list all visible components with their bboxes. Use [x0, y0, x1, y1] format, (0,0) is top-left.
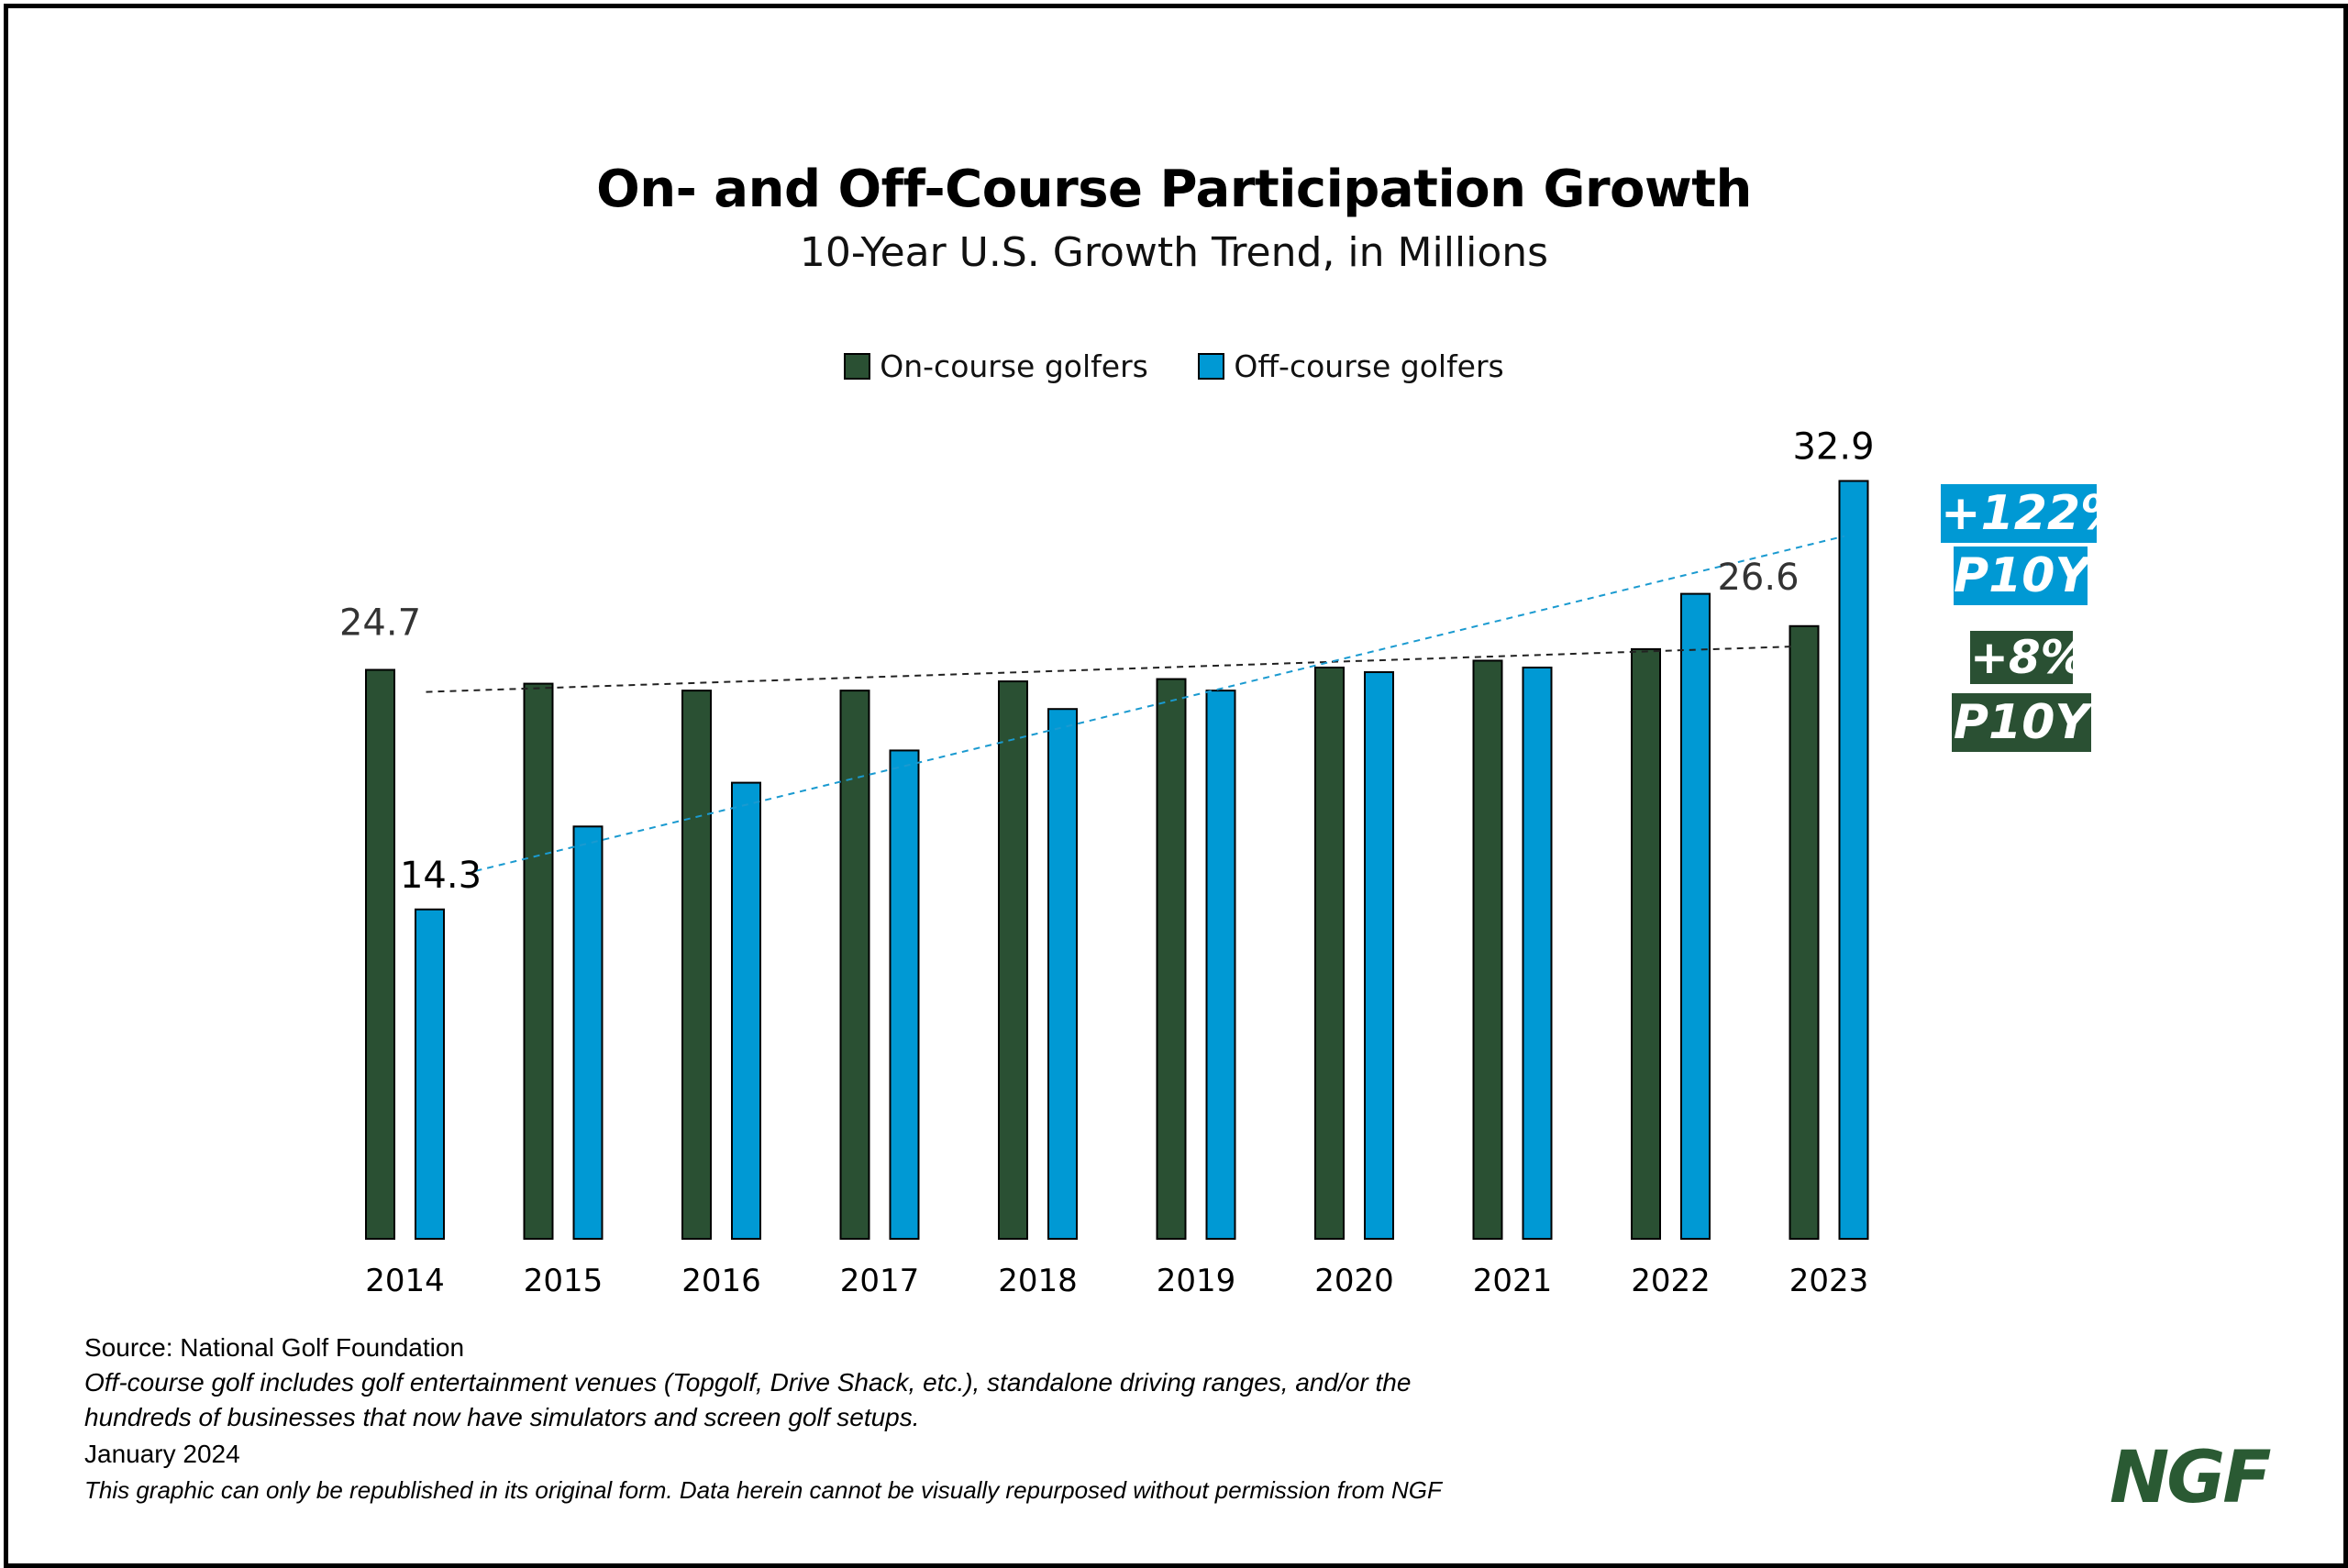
bar-off-course-2015 — [572, 825, 604, 1241]
data-label-off-course-2023: 32.9 — [1792, 426, 1874, 469]
bar-on-course-2021 — [1472, 659, 1503, 1240]
legend-item-on-course: On-course golfers — [844, 348, 1148, 384]
bar-on-course-2022 — [1631, 647, 1661, 1240]
bar-off-course-2019 — [1205, 690, 1236, 1240]
bar-on-course-2019 — [1156, 678, 1187, 1240]
legend-label-off-course: Off-course golfers — [1234, 348, 1504, 384]
data-label-off-course-2014: 14.3 — [400, 855, 482, 897]
x-tick-label-2021: 2021 — [1473, 1263, 1553, 1299]
disclaimer-text: This graphic can only be republished in … — [84, 1476, 1442, 1504]
legend-swatch-on-course — [844, 353, 871, 380]
data-label-on-course-2014: 24.7 — [339, 602, 421, 645]
x-tick-label-2016: 2016 — [681, 1263, 761, 1299]
footnote-line-1: Off-course golf includes golf entertainm… — [84, 1368, 1412, 1397]
publication-date: January 2024 — [84, 1440, 240, 1468]
bar-on-course-2020 — [1314, 666, 1345, 1240]
chart-title: On- and Off-Course Participation Growth — [596, 160, 1752, 219]
legend: On-course golfers Off-course golfers — [0, 348, 2348, 387]
bar-off-course-2017 — [889, 749, 920, 1240]
legend-item-off-course: Off-course golfers — [1198, 348, 1504, 384]
x-tick-label-2019: 2019 — [1157, 1263, 1236, 1299]
bar-on-course-2014 — [365, 668, 395, 1240]
x-tick-label-2017: 2017 — [840, 1263, 920, 1299]
x-tick-label-2014: 2014 — [365, 1263, 445, 1299]
x-tick-label-2015: 2015 — [524, 1263, 604, 1299]
legend-swatch-off-course — [1198, 353, 1225, 380]
badge-on-course-pct: +8% — [1970, 631, 2087, 684]
bar-off-course-2022 — [1680, 592, 1711, 1240]
ngf-logo: NGF — [2110, 1437, 2272, 1519]
bar-off-course-2020 — [1364, 671, 1394, 1240]
trendline-on-course — [426, 646, 1796, 693]
bar-on-course-2023 — [1789, 624, 1820, 1240]
bar-on-course-2017 — [839, 690, 870, 1240]
bar-on-course-2016 — [681, 690, 712, 1240]
badge-off-course-period: P10Y — [1954, 547, 2090, 605]
bar-off-course-2018 — [1047, 708, 1078, 1240]
data-label-on-course-2023: 26.6 — [1717, 557, 1799, 599]
bar-on-course-2015 — [523, 682, 554, 1240]
trendline-off-course — [475, 535, 1845, 872]
x-tick-label-2020: 2020 — [1314, 1263, 1394, 1299]
footnote-line-2: hundreds of businesses that now have sim… — [84, 1403, 920, 1431]
x-tick-label-2022: 2022 — [1631, 1263, 1711, 1299]
badge-off-course-pct: +122% — [1941, 484, 2129, 543]
source-text: Source: National Golf Foundation — [84, 1333, 465, 1362]
chart-subtitle: 10-Year U.S. Growth Trend, in Millions — [799, 229, 1549, 276]
badge-on-course-period: P10Y — [1952, 693, 2091, 752]
legend-label-on-course: On-course golfers — [880, 348, 1148, 384]
bar-off-course-2016 — [731, 781, 761, 1240]
x-tick-label-2023: 2023 — [1789, 1263, 1869, 1299]
x-tick-label-2018: 2018 — [998, 1263, 1078, 1299]
bar-on-course-2018 — [998, 680, 1028, 1240]
bar-off-course-2021 — [1522, 666, 1553, 1240]
bar-off-course-2023 — [1838, 480, 1869, 1240]
bar-off-course-2014 — [415, 908, 445, 1240]
